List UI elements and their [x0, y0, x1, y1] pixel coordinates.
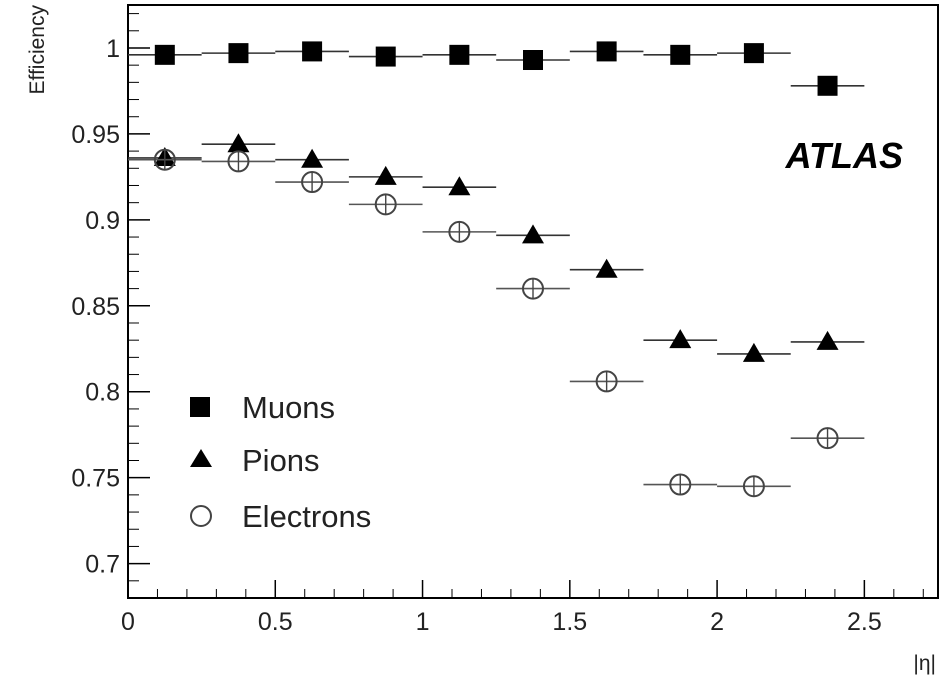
electrons-marker [669, 473, 692, 496]
muons-marker [375, 46, 396, 67]
y-axis: 0.7 0.75 0.8 0.85 0.9 0.95 1 [71, 13, 150, 599]
y-tick-label: 0.75 [71, 465, 120, 493]
muons-marker [523, 50, 543, 71]
muons-point [496, 50, 570, 71]
electrons-marker [153, 148, 176, 171]
x-tick-label: 2 [710, 608, 724, 636]
legend-marker-muons [190, 397, 210, 417]
legend-label-electrons: Electrons [242, 499, 371, 534]
pions-marker [227, 133, 250, 153]
legend-marker-pions [190, 449, 212, 467]
data-points [128, 41, 865, 498]
y-tick-label: 0.95 [71, 121, 120, 149]
x-tick-label: 1 [416, 608, 430, 636]
pions-point [201, 133, 276, 153]
muons-point [201, 43, 276, 64]
x-tick-label: 0 [121, 608, 135, 636]
muons-marker [228, 43, 249, 64]
muons-point [569, 41, 644, 62]
legend-label-muons: Muons [242, 390, 335, 425]
pions-marker [669, 329, 692, 349]
y-tick-label: 0.7 [85, 551, 120, 579]
y-tick-label: 0.8 [85, 379, 120, 407]
atlas-label: ATLAS [785, 135, 903, 176]
pions-point [790, 330, 865, 350]
legend: Muons Pions Electrons [190, 390, 371, 534]
electrons-point [275, 171, 349, 194]
muons-point [717, 43, 791, 64]
muons-marker [743, 43, 764, 64]
pions-point [717, 342, 791, 362]
muons-marker [449, 44, 470, 65]
pions-marker [522, 224, 544, 244]
pions-marker [374, 165, 397, 185]
pions-marker [301, 148, 324, 168]
muons-marker [670, 44, 691, 65]
electrons-marker [742, 475, 765, 498]
muons-point [643, 44, 718, 65]
y-tick-label: 0.9 [85, 207, 120, 235]
x-tick-label: 2.5 [847, 608, 882, 636]
muons-marker [154, 44, 175, 65]
muons-marker [596, 41, 617, 62]
electrons-point [717, 475, 791, 498]
pions-point [643, 329, 718, 349]
muons-point [422, 44, 497, 65]
pions-marker [816, 330, 839, 350]
plot-frame [127, 4, 939, 599]
electrons-point [569, 370, 644, 393]
y-tick-label: 0.85 [71, 293, 120, 321]
electrons-point [496, 277, 570, 300]
pions-point [496, 224, 570, 244]
legend-label-pions: Pions [242, 443, 320, 478]
electrons-point [643, 473, 718, 496]
electrons-marker [816, 427, 839, 450]
electrons-marker [522, 277, 544, 300]
x-tick-label: 1.5 [552, 608, 587, 636]
pions-point [348, 165, 423, 185]
pions-point [569, 258, 644, 278]
electrons-marker [595, 370, 618, 393]
electrons-marker [448, 220, 471, 243]
electrons-marker [374, 193, 397, 216]
pions-marker [448, 176, 471, 196]
electrons-point [790, 427, 865, 450]
muons-marker [817, 75, 838, 96]
muons-point [275, 41, 349, 62]
x-tick-label: 0.5 [258, 608, 293, 636]
muons-point [128, 44, 202, 65]
muons-point [348, 46, 423, 67]
electrons-marker [301, 171, 324, 194]
pions-marker [742, 342, 765, 362]
electrons-point [201, 150, 276, 173]
pions-point [422, 176, 497, 196]
pions-point [275, 148, 349, 168]
x-axis-label: |η| [913, 652, 936, 675]
legend-marker-electrons [190, 505, 212, 527]
electrons-point [422, 220, 497, 243]
muons-marker [302, 41, 323, 62]
electrons-point [128, 148, 202, 171]
electrons-marker [227, 150, 250, 173]
muons-point [790, 75, 865, 96]
pions-marker [595, 258, 618, 278]
electrons-point [348, 193, 423, 216]
y-tick-label: 1 [106, 35, 120, 63]
x-axis: 0 0.5 1 1.5 2 2.5 [121, 580, 924, 636]
y-axis-label: Efficiency [26, 5, 49, 95]
